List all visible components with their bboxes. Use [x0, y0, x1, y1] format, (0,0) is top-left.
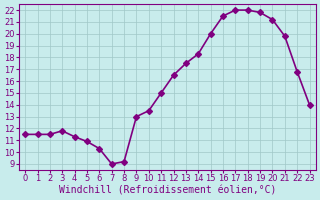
- X-axis label: Windchill (Refroidissement éolien,°C): Windchill (Refroidissement éolien,°C): [59, 186, 276, 196]
